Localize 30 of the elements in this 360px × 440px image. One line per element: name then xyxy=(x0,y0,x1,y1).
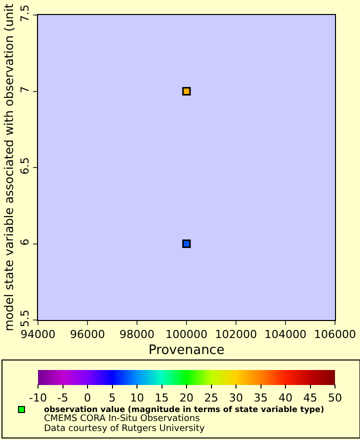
color-bar-label: -10 xyxy=(29,392,47,405)
color-bar-title: observation value (magnitude in terms of state variable type) xyxy=(44,405,324,414)
color-bar-label: 25 xyxy=(204,392,218,405)
y-tick-label: 7.5 xyxy=(18,4,32,22)
color-bar-label: 45 xyxy=(303,392,318,405)
color-bar-label: 10 xyxy=(130,392,144,405)
color-bar-label: -5 xyxy=(57,392,68,405)
x-tick-label: 98000 xyxy=(120,328,154,342)
color-bar-label: 15 xyxy=(154,392,169,405)
x-tick-label: 100000 xyxy=(166,328,208,342)
color-bar-label: 0 xyxy=(84,392,91,405)
y-tick-label: 7 xyxy=(18,86,32,94)
x-tick-label: 102000 xyxy=(215,328,257,342)
text: Data courtesy of Rutgers University xyxy=(44,424,206,434)
color-bar-label: 35 xyxy=(254,392,268,405)
color-bar-label: 50 xyxy=(328,392,342,405)
x-tick-label: 104000 xyxy=(264,328,306,342)
x-axis-title: Provenance xyxy=(148,342,224,358)
x-tick-label: 106000 xyxy=(314,328,356,342)
x-tick-label: 96000 xyxy=(70,328,105,342)
color-bar-label: 40 xyxy=(278,392,292,405)
y-tick-label: 6 xyxy=(18,238,32,246)
text: CMEMS CORA In-Situ Observations xyxy=(44,414,200,424)
y-axis-title: model state variable associated with observation (unit xyxy=(2,3,16,332)
color-bar-label: 5 xyxy=(108,392,116,405)
color-bar-label: 20 xyxy=(180,392,194,405)
y-tick-label: 6.5 xyxy=(18,157,32,175)
color-bar-label: 30 xyxy=(229,392,243,405)
x-tick-label: 94000 xyxy=(20,328,56,342)
y-tick-label: 5.5 xyxy=(18,310,32,328)
